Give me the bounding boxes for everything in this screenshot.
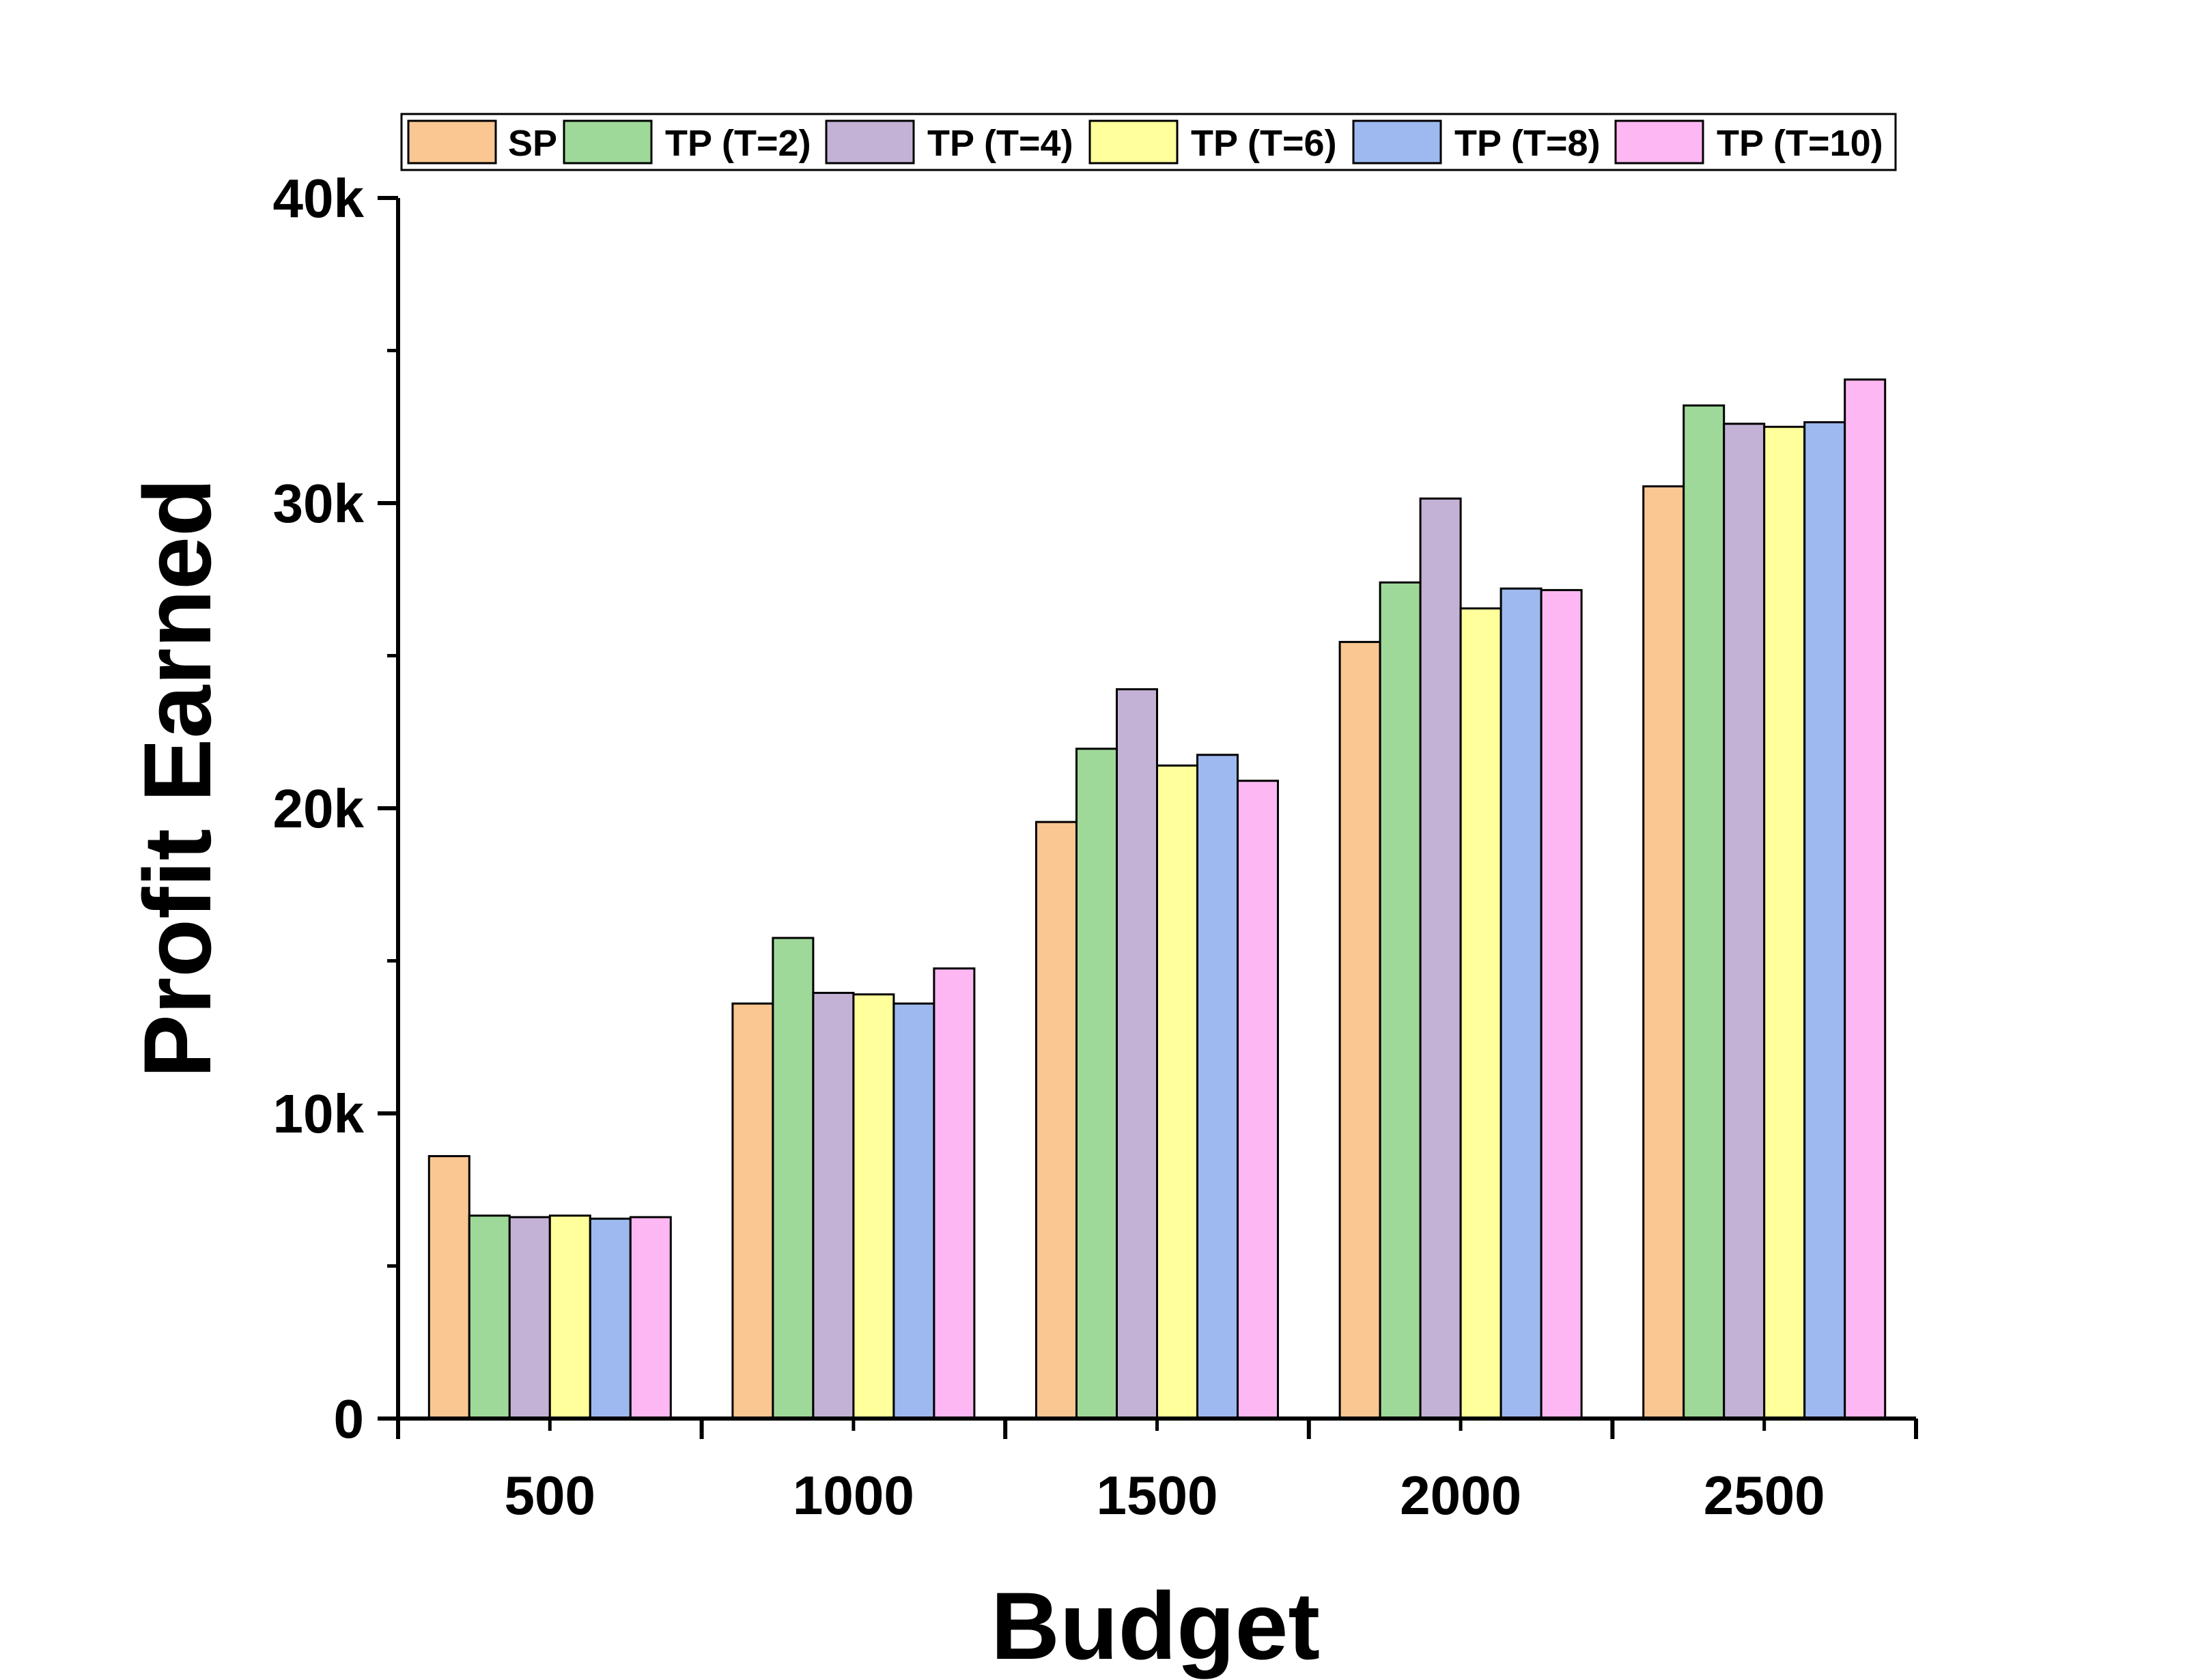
bar-2500-series-1 — [1683, 404, 1726, 1420]
x-tick-label-2000: 2000 — [1400, 1465, 1521, 1526]
bar-2000-series-2 — [1419, 497, 1462, 1420]
bar-2500-series-4 — [1803, 421, 1846, 1420]
legend-swatch-4 — [1352, 119, 1442, 165]
bar-1000-series-4 — [892, 1002, 935, 1420]
bar-2000-series-1 — [1379, 581, 1422, 1420]
bar-1500-series-5 — [1237, 780, 1279, 1420]
bar-2000-series-4 — [1500, 587, 1543, 1420]
bar-500-series-1 — [468, 1214, 511, 1420]
axes: 0 10k 20k 30k 40k 500 1000 1500 2000 2500 — [273, 168, 1918, 1526]
bar-2500-series-0 — [1642, 485, 1685, 1420]
bar-1000-series-0 — [731, 1002, 774, 1420]
bar-500-series-0 — [427, 1155, 470, 1420]
bar-1500-series-3 — [1156, 764, 1198, 1420]
legend-label-1: TP (T=2) — [665, 123, 811, 164]
bar-2000-series-0 — [1338, 640, 1381, 1420]
legend-swatch-0 — [407, 119, 497, 165]
y-tick-label-40k: 40k — [273, 168, 365, 229]
legend-label-5: TP (T=10) — [1717, 123, 1883, 164]
legend-label-0: SP — [508, 123, 557, 164]
y-tick-label-10k: 10k — [273, 1083, 365, 1144]
bar-500-series-3 — [548, 1214, 591, 1420]
bar-1000-series-5 — [933, 967, 976, 1420]
legend-swatch-3 — [1088, 119, 1179, 165]
legend-swatch-5 — [1614, 119, 1704, 165]
y-tick-label-20k: 20k — [273, 778, 365, 839]
bar-2500-series-2 — [1723, 423, 1766, 1420]
bar-500-series-2 — [508, 1216, 551, 1420]
legend-swatch-1 — [563, 119, 653, 165]
bar-1000-series-1 — [772, 937, 815, 1420]
bar-2000-series-3 — [1459, 607, 1502, 1420]
bars — [427, 378, 1887, 1420]
bar-1500-series-4 — [1196, 754, 1239, 1420]
y-tick-label-30k: 30k — [273, 473, 365, 534]
bar-2500-series-5 — [1844, 378, 1887, 1420]
bar-500-series-4 — [589, 1217, 632, 1420]
bar-500-series-5 — [629, 1216, 672, 1420]
bar-1000-series-2 — [812, 991, 855, 1420]
legend-swatch-2 — [825, 119, 915, 165]
legend: SP TP (T=2) TP (T=4) TP (T=6) TP (T=8) TP (T=… — [400, 113, 1897, 171]
x-tick-label-500: 500 — [505, 1465, 595, 1526]
x-tick-label-1500: 1500 — [1097, 1465, 1218, 1526]
y-axis-title: Profit Earned — [124, 478, 231, 1078]
legend-label-3: TP (T=6) — [1191, 123, 1337, 164]
bar-1500-series-0 — [1035, 821, 1078, 1420]
x-axis-title: Budget — [991, 1572, 1320, 1679]
x-tick-label-1000: 1000 — [793, 1465, 914, 1526]
legend-label-4: TP (T=8) — [1454, 123, 1601, 164]
x-tick-label-2500: 2500 — [1704, 1465, 1825, 1526]
y-tick-label-0: 0 — [334, 1389, 365, 1449]
bar-2500-series-3 — [1763, 425, 1806, 1420]
bar-1500-series-2 — [1116, 688, 1158, 1420]
bar-2000-series-5 — [1540, 588, 1583, 1420]
bar-1500-series-1 — [1075, 748, 1118, 1420]
bar-1000-series-3 — [852, 993, 895, 1420]
legend-label-2: TP (T=4) — [927, 123, 1073, 164]
